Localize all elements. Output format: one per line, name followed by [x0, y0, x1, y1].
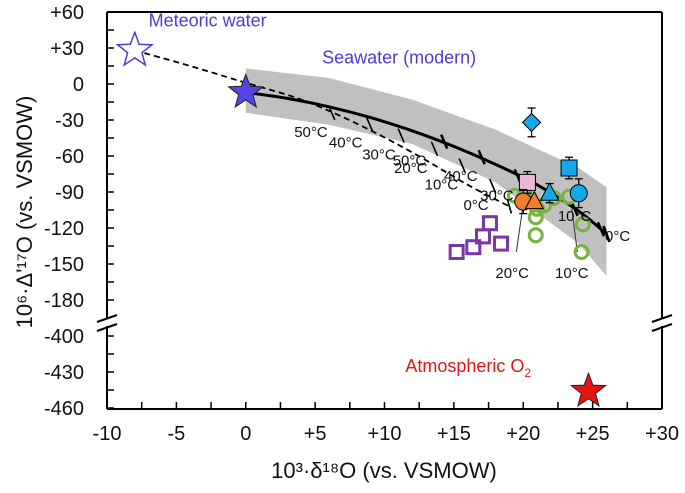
green-open-circles-point [527, 209, 544, 226]
temperature-tick-mark [488, 178, 497, 194]
axes-layer: -10 -5 0 +5 +10 +15 +20 +25 +30 +60 +30 0 -30 -60 -90 -… [44, 2, 679, 445]
seawater-modern-star-marker [227, 72, 265, 109]
blue-square-point [560, 159, 578, 177]
temperature-tick-mark [440, 134, 449, 150]
temperature-label: 20°C [394, 160, 428, 177]
x-tick-label: +30 [645, 423, 679, 445]
leader-temperature-label: 10°C [555, 265, 589, 282]
leader-temperature-label: 20°C [495, 265, 529, 282]
temperature-label: 10°C [425, 177, 459, 194]
temperature-tick-mark [328, 105, 336, 121]
temperature-label: 0°C [605, 228, 630, 245]
x-tick-label: 0 [240, 423, 251, 445]
x-tick-label: +5 [304, 423, 327, 445]
seawater-modern-annotation: Seawater (modern) [322, 48, 476, 68]
axis-break-mark [96, 323, 118, 332]
temperature-label: 50°C [393, 153, 427, 170]
green-open-circles-point [573, 244, 590, 260]
x-tick-label: +20 [506, 423, 540, 445]
annotation-subscript: 2 [524, 366, 531, 380]
atmospheric-o2-star-marker [569, 371, 607, 407]
temperature-tick-mark [570, 201, 579, 217]
temperature-label: 40°C [444, 168, 478, 185]
orange-triangle-point [524, 190, 545, 210]
x-axis-title: 10³·δ¹⁸O (vs. VSMOW) [271, 458, 497, 483]
meteoric-water-star-marker [115, 30, 154, 67]
green-open-circles-point [574, 216, 591, 233]
dashed-curve-end-cap [506, 199, 513, 214]
uncertainty-band-layer [245, 68, 607, 277]
y-tick-label: -460 [44, 398, 84, 420]
blue-diamond-point [521, 112, 542, 133]
curve-end-cap [602, 225, 611, 243]
temperature-tick-mark [430, 141, 439, 157]
y-tick-label: +60 [50, 2, 84, 24]
axis-break-mark [96, 314, 118, 323]
y-tick-label: -150 [44, 254, 84, 276]
x-tick-label: -10 [93, 423, 122, 445]
purple-open-squares-point [481, 215, 498, 232]
axis-break-mark [651, 314, 673, 323]
y-tick-label: -90 [55, 182, 84, 204]
temperature-tick-mark [365, 116, 373, 131]
temperature-label: 10°C [558, 208, 592, 225]
temperature-tick-mark [477, 149, 486, 165]
temperature-label: 30°C [480, 187, 514, 204]
temperature-label: 50°C [294, 124, 328, 141]
temperature-label: 0°C [463, 197, 488, 214]
y-tick-label: -120 [44, 218, 84, 240]
blue-circle-point [569, 184, 588, 203]
temperature-label: 30°C [362, 147, 396, 164]
y-tick-label: -400 [44, 326, 84, 348]
y-axis-title: 10⁶·Δ'¹⁷O (vs. VSMOW) [12, 96, 37, 329]
y-tick-label: +30 [50, 38, 84, 60]
temperature-label: 40°C [329, 135, 363, 152]
leader-line [515, 203, 524, 253]
y-tick-label: -60 [55, 146, 84, 168]
x-tick-label: +10 [368, 423, 402, 445]
purple-open-squares-point [465, 239, 482, 256]
y-tick-label: 0 [73, 74, 84, 96]
y-tick-label: -180 [44, 290, 84, 312]
data-point-layer [115, 30, 607, 407]
atmospheric-o-annotation: Atmospheric O2 [405, 356, 531, 380]
x-tick-label: +15 [437, 423, 471, 445]
label-layer: 10³·δ¹⁸O (vs. VSMOW) 10⁶·Δ'¹⁷O (vs. VSMO… [12, 10, 630, 483]
blue-triangle-point [539, 182, 560, 201]
temperature-tick-mark [397, 128, 405, 143]
pink-square-point [518, 173, 536, 191]
y-tick-label: -430 [44, 362, 84, 384]
x-tick-label: -5 [167, 423, 185, 445]
temperature-tick-mark [458, 158, 466, 173]
x-tick-label: +25 [576, 423, 610, 445]
dashed-equilibrium-curve [134, 49, 510, 208]
axis-break-mark [651, 323, 673, 332]
purple-open-squares-point [493, 235, 510, 252]
y-tick-label: -30 [55, 110, 84, 132]
uncertainty-band [245, 68, 607, 277]
temperature-tick-mark [596, 221, 606, 237]
green-open-circles-point [527, 227, 544, 244]
purple-open-squares-point [448, 244, 465, 260]
leader-line [571, 208, 578, 253]
meteoric-water-annotation: Meteoric water [149, 10, 267, 30]
